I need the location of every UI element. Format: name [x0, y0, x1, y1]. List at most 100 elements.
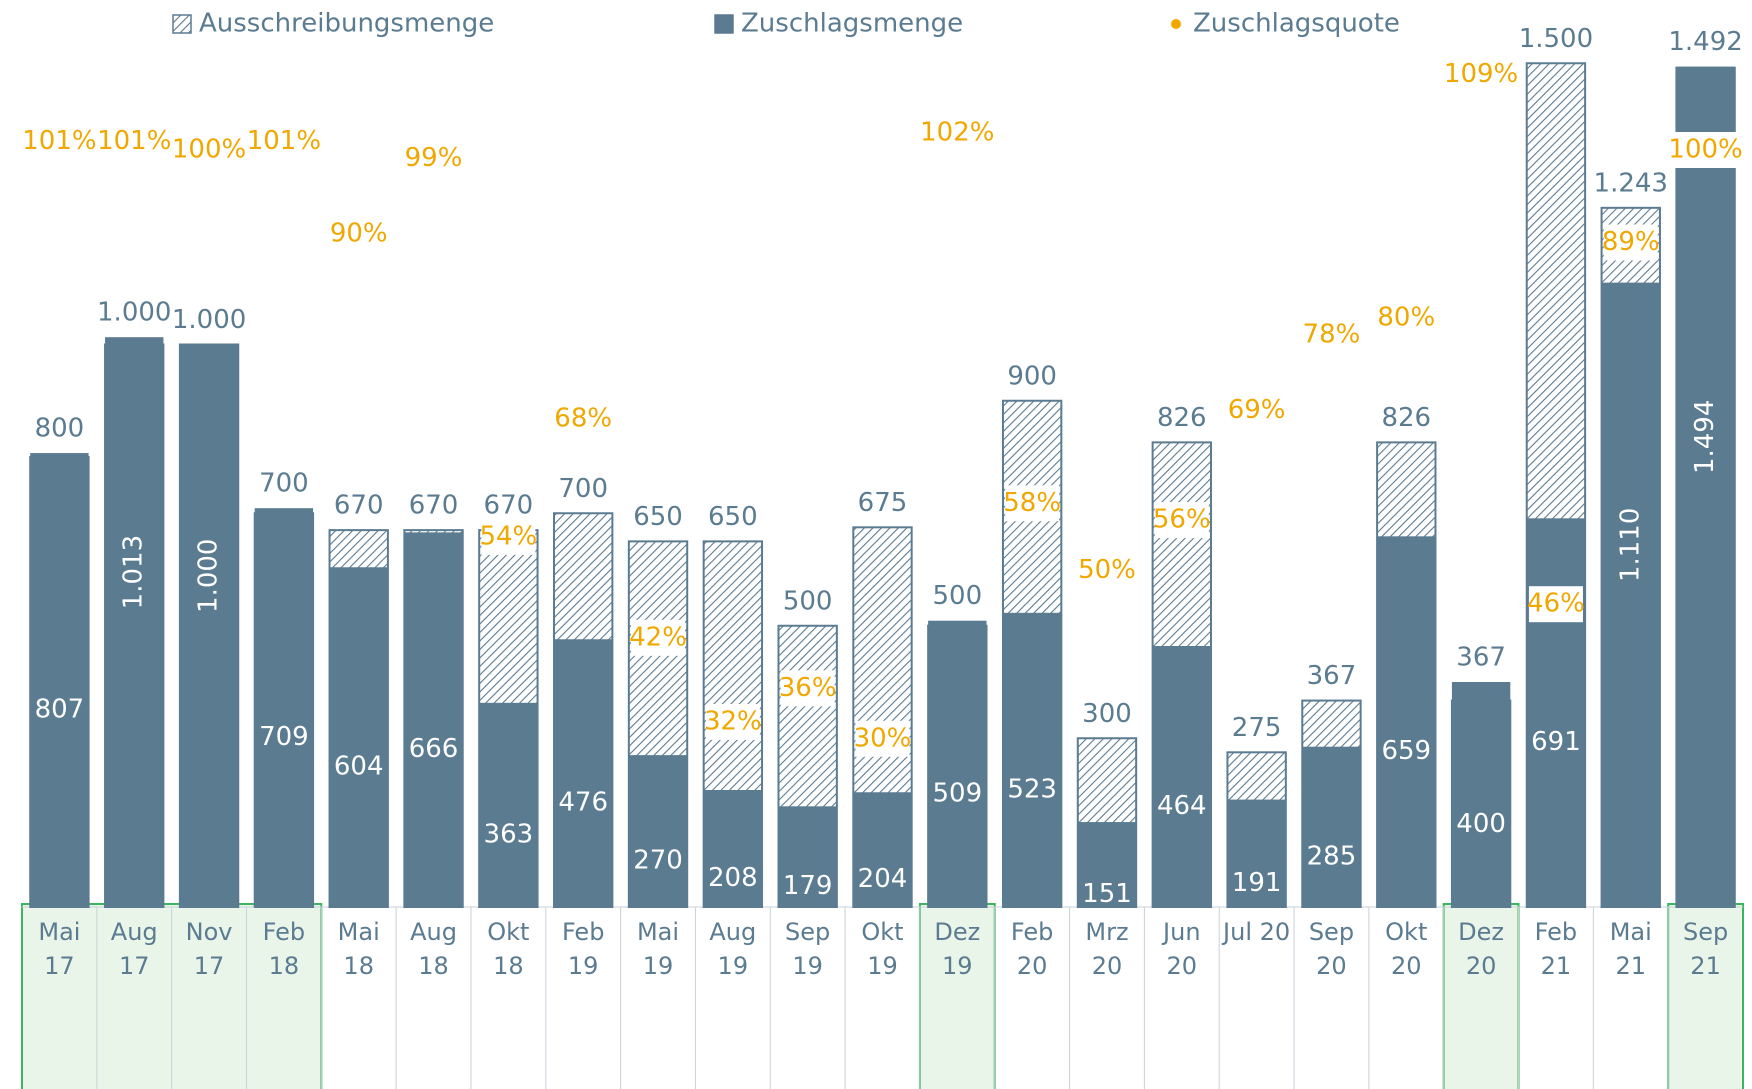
x-tick-label: Feb 20 — [1010, 918, 1054, 980]
award-bar — [1451, 682, 1511, 907]
award-bar — [404, 532, 463, 907]
quote-label: 32% — [704, 706, 762, 736]
award-label: 1.000 — [194, 539, 224, 613]
x-tick-label: Mai 21 — [1609, 918, 1652, 980]
x-tick-label: Feb 18 — [262, 918, 306, 980]
x-tick-label: Nov 17 — [185, 918, 233, 980]
quote-label-bg — [1154, 502, 1209, 539]
quote-label: 89% — [1602, 227, 1660, 257]
tender-label: 826 — [1381, 403, 1431, 433]
award-bar — [105, 337, 164, 907]
award-bar — [1227, 799, 1286, 907]
award-label: 604 — [334, 752, 384, 782]
award-label: 659 — [1381, 736, 1431, 766]
quote-label: 99% — [405, 143, 463, 173]
award-label: 285 — [1307, 841, 1357, 871]
legend-swatch — [1171, 19, 1181, 29]
tender-label: 700 — [558, 474, 608, 504]
quote-label: 101% — [247, 126, 321, 156]
award-label: 523 — [1007, 774, 1057, 804]
x-tick-label: Aug 17 — [110, 918, 158, 980]
x-tick-label: Mai 19 — [636, 918, 680, 980]
quote-label-bg — [1528, 586, 1583, 623]
award-label: 1.110 — [1615, 508, 1645, 582]
award-bar — [703, 790, 763, 907]
x-tick-label: Okt 20 — [1385, 918, 1428, 980]
tender-label: 670 — [484, 491, 534, 521]
award-label: 464 — [1157, 791, 1207, 821]
quote-label-bg — [481, 518, 536, 555]
x-tick-label: Jun 20 — [1163, 918, 1201, 980]
legend-label: Zuschlagsmenge — [741, 9, 963, 39]
quote-label-bg — [855, 720, 910, 757]
award-label: 709 — [259, 722, 309, 752]
quote-label: 90% — [330, 219, 388, 249]
tender-label: 700 — [259, 469, 309, 499]
x-tick-label: Sep 20 — [1308, 918, 1355, 980]
tender-label: 1.000 — [172, 305, 246, 335]
quote-label-bg — [556, 401, 611, 438]
x-tick-label: Mai 18 — [337, 918, 380, 980]
tender-label: 500 — [933, 581, 983, 611]
award-label: 270 — [633, 846, 683, 876]
award-label: 363 — [484, 819, 534, 849]
x-tick-label: Aug 18 — [410, 918, 457, 980]
tender-label: 1.000 — [97, 298, 171, 328]
tender-label: 367 — [1456, 643, 1506, 673]
quote-label: 78% — [1303, 320, 1361, 350]
quote-label: 101% — [22, 126, 96, 156]
award-bar — [1077, 822, 1137, 907]
tender-label: 300 — [1082, 699, 1132, 729]
award-bar — [1601, 282, 1660, 907]
tender-label: 500 — [783, 586, 833, 616]
award-bar — [1526, 518, 1586, 907]
award-bar — [1377, 536, 1436, 907]
tender-label: 650 — [708, 502, 758, 532]
quote-label-bg — [1079, 552, 1134, 589]
award-bar — [853, 792, 912, 907]
x-tick-label: Feb 21 — [1534, 918, 1578, 980]
quote-label: 68% — [554, 404, 612, 434]
tender-label: 1.243 — [1594, 168, 1668, 198]
tender-label: 675 — [858, 488, 908, 518]
quote-label-bg — [1005, 485, 1060, 522]
quote-label: 101% — [97, 126, 171, 156]
tender-label: 275 — [1232, 713, 1282, 743]
award-bar — [479, 702, 538, 907]
x-tick-label: Aug 19 — [709, 918, 757, 980]
award-bar — [1002, 612, 1062, 907]
quote-label: 30% — [854, 723, 912, 753]
award-label: 151 — [1082, 879, 1132, 909]
legend-swatch — [714, 14, 734, 34]
tender-label: 800 — [35, 414, 85, 444]
tender-label: 670 — [409, 491, 459, 521]
quote-label: 46% — [1527, 589, 1585, 619]
quote-label: 80% — [1377, 303, 1435, 333]
quote-label-bg — [631, 619, 686, 656]
tender-label: 826 — [1157, 403, 1207, 433]
quote-label-bg — [1379, 300, 1434, 337]
quote-label-bg — [1670, 131, 1741, 168]
quote-label: 36% — [779, 673, 837, 703]
highlight-box — [918, 903, 996, 1089]
quote-label-bg — [780, 670, 835, 707]
quote-label-bg — [1304, 317, 1359, 354]
legend-label: Ausschreibungsmenge — [199, 9, 494, 39]
quote-label: 100% — [1668, 134, 1742, 164]
award-label: 691 — [1531, 727, 1581, 757]
quote-label-bg — [248, 123, 319, 160]
award-bar — [928, 620, 987, 907]
tender-label: 670 — [334, 491, 384, 521]
tender-label: 650 — [633, 502, 683, 532]
award-bar — [179, 344, 239, 907]
x-tick-label: Okt 19 — [861, 918, 904, 980]
highlight-box — [1667, 903, 1745, 1089]
tender-label: 1.500 — [1519, 24, 1593, 54]
award-label: 476 — [558, 788, 608, 818]
quote-label-bg — [1446, 56, 1517, 93]
legend-swatch — [172, 14, 192, 34]
award-bar — [628, 755, 688, 907]
award-label: 204 — [858, 864, 908, 894]
quote-label: 58% — [1003, 488, 1061, 518]
x-tick-label: Dez 20 — [1458, 918, 1505, 980]
